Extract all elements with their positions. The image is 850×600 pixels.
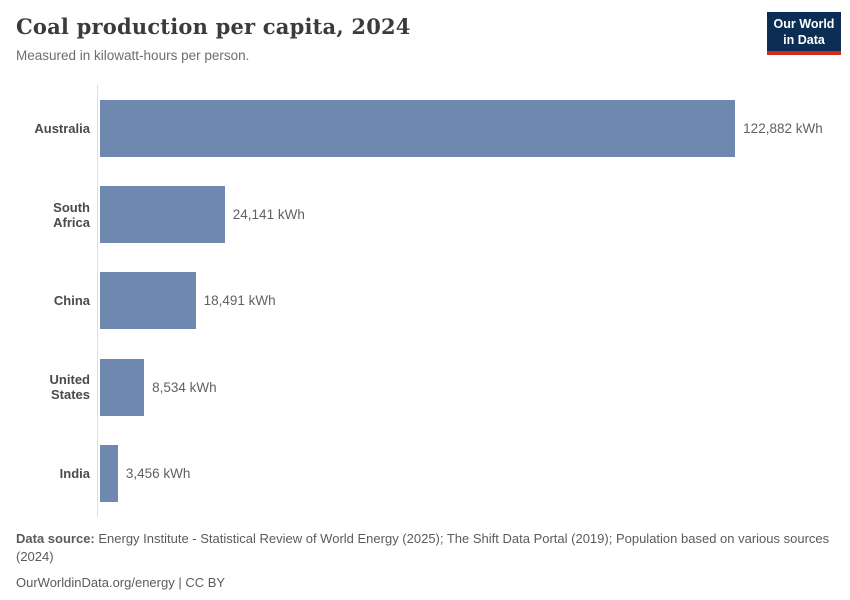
owid-logo[interactable]: Our World in Data xyxy=(767,12,841,55)
data-source-line: Data source: Energy Institute - Statisti… xyxy=(16,530,834,566)
bar-label: South Africa xyxy=(53,199,90,230)
bar-row: China 18,491 kWh xyxy=(16,257,834,345)
bar-label: Australia xyxy=(34,120,90,136)
bar[interactable] xyxy=(100,272,196,330)
chart-footer: Data source: Energy Institute - Statisti… xyxy=(16,530,834,590)
bar-track: 18,491 kWh xyxy=(97,257,834,345)
bar-row: India 3,456 kWh xyxy=(16,430,834,517)
bar-value: 24,141 kWh xyxy=(232,207,305,223)
bar-value: 18,491 kWh xyxy=(203,293,276,309)
bar-label: United States xyxy=(49,372,90,403)
bar-track: 24,141 kWh xyxy=(97,171,834,258)
bar-row: United States 8,534 kWh xyxy=(16,344,834,431)
data-source-label: Data source: xyxy=(16,530,95,546)
bar-value: 122,882 kWh xyxy=(743,120,823,136)
bar-row: Australia 122,882 kWh xyxy=(16,85,834,172)
bar-track: 3,456 kWh xyxy=(97,430,834,517)
owid-logo-line2: in Data xyxy=(783,33,825,47)
bar[interactable] xyxy=(100,99,736,157)
bar-value: 8,534 kWh xyxy=(152,379,217,395)
bar-label: India xyxy=(59,466,90,482)
data-source-text: Energy Institute - Statistical Review of… xyxy=(16,530,830,564)
owid-link[interactable]: OurWorldinData.org/energy | CC BY xyxy=(16,574,226,590)
bar-label: China xyxy=(53,293,90,309)
bar[interactable] xyxy=(100,186,225,244)
bar-value: 3,456 kWh xyxy=(125,466,191,482)
bar[interactable] xyxy=(100,445,118,503)
bar-row: South Africa 24,141 kWh xyxy=(16,171,834,258)
bar-track: 8,534 kWh xyxy=(97,344,834,431)
bar[interactable] xyxy=(100,358,145,416)
chart-subtitle: Measured in kilowatt-hours per person. xyxy=(16,48,250,63)
owid-logo-line1: Our World xyxy=(773,17,835,31)
bar-rows: Australia 122,882 kWh South Africa 24,14… xyxy=(16,85,834,517)
bar-chart: Australia 122,882 kWh South Africa 24,14… xyxy=(16,85,834,517)
bar-track: 122,882 kWh xyxy=(97,85,834,172)
page-title: Coal production per capita, 2024 xyxy=(16,14,411,39)
